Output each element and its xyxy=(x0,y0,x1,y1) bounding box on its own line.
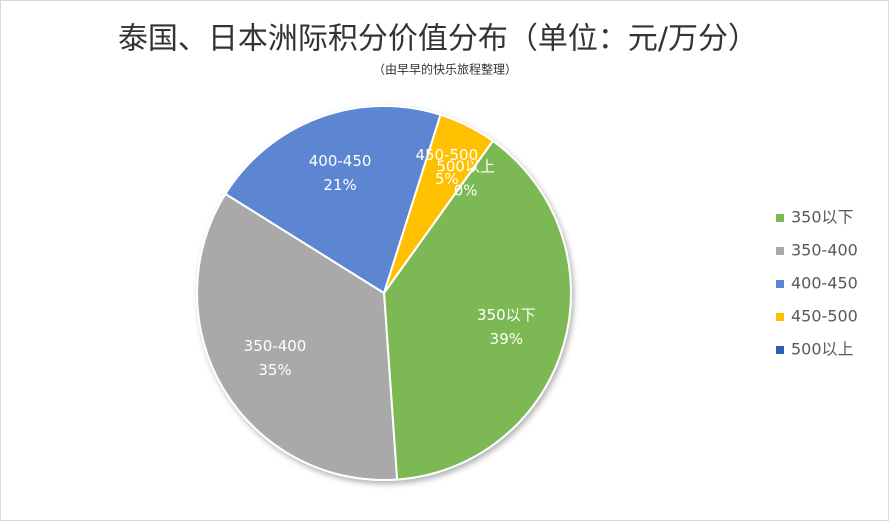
pie-slice xyxy=(224,105,442,295)
pie-slice xyxy=(196,192,399,481)
legend-label: 450-500 xyxy=(791,307,858,326)
legend-swatch xyxy=(776,214,784,222)
legend-label: 500以上 xyxy=(791,340,854,359)
legend-label: 400-450 xyxy=(791,274,858,293)
data-label-name: 400-450 xyxy=(309,152,372,170)
legend-swatch xyxy=(776,346,784,354)
data-label-value: 0% xyxy=(454,181,478,199)
chart-title: 泰国、日本洲际积分价值分布（单位：元/万分） xyxy=(118,22,758,57)
chart-subtitle: （由早早的快乐旅程整理） xyxy=(373,62,517,77)
pie-slice xyxy=(383,113,495,294)
data-label-name: 350以下 xyxy=(477,306,536,324)
data-label-value: 35% xyxy=(258,361,291,379)
legend-swatch xyxy=(776,280,784,288)
legend-label: 350-400 xyxy=(791,241,858,260)
data-label-name: 500以上 xyxy=(436,157,495,175)
data-label-value: 39% xyxy=(490,330,523,348)
data-label-name: 350-400 xyxy=(244,337,307,355)
data-label-name: 450-500 xyxy=(415,146,478,164)
legend-swatch xyxy=(776,247,784,255)
pie-slice xyxy=(382,139,572,481)
legend-label: 350以下 xyxy=(791,208,854,227)
data-label-value: 21% xyxy=(323,176,356,194)
data-label-value: 5% xyxy=(435,170,459,188)
legend-swatch xyxy=(776,313,784,321)
pie xyxy=(196,105,572,481)
